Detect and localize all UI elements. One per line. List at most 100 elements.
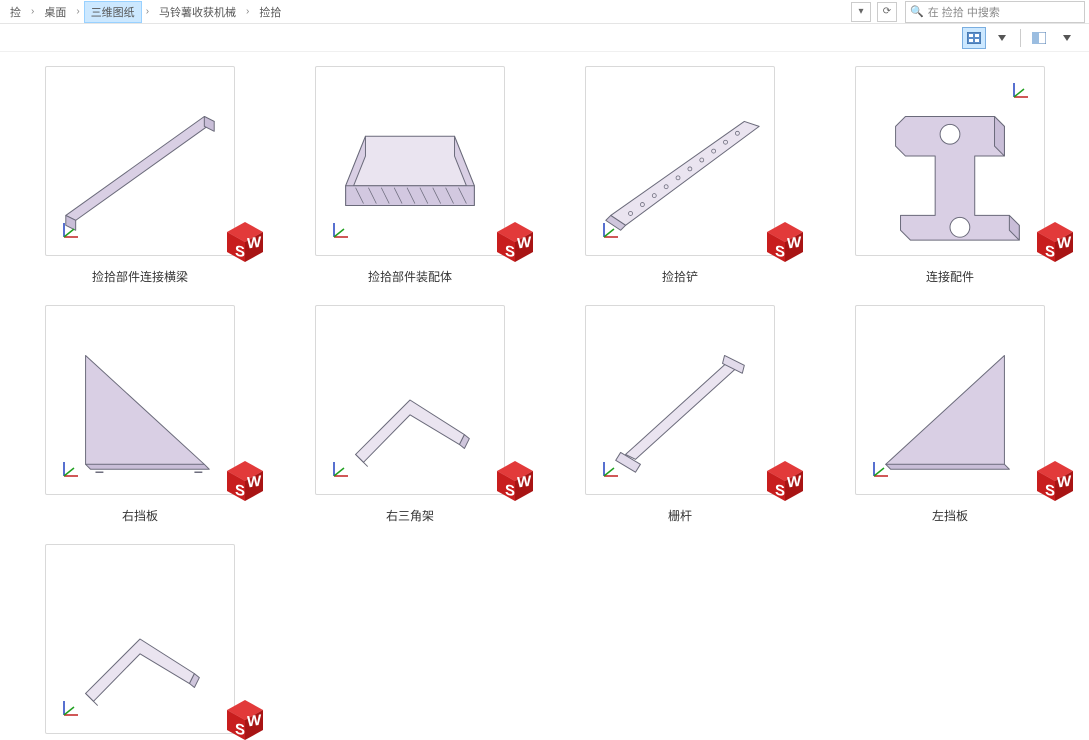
axes-icon: [330, 221, 350, 241]
svg-text:S: S: [235, 482, 245, 500]
solidworks-badge: S W: [1033, 459, 1077, 503]
axes-icon: [600, 221, 620, 241]
breadcrumb-segment[interactable]: 三维图纸: [84, 1, 142, 23]
search-input[interactable]: 🔍 在 捡拾 中搜索: [905, 1, 1085, 23]
file-item[interactable]: S W 捡拾部件连接横梁: [10, 66, 270, 285]
solidworks-badge-icon: S W: [493, 459, 537, 503]
solidworks-badge: S W: [223, 220, 267, 264]
svg-text:S: S: [235, 721, 245, 739]
file-thumbnail[interactable]: [585, 305, 775, 495]
axes-icon: [330, 460, 350, 480]
svg-text:W: W: [787, 234, 802, 253]
file-item[interactable]: S W 连接配件: [820, 66, 1080, 285]
axes-indicator: [60, 221, 80, 241]
axes-icon: [60, 699, 80, 719]
axes-indicator: [60, 699, 80, 719]
file-name-label: 捡拾铲: [662, 268, 698, 285]
axes-icon: [60, 460, 80, 480]
toolbar-divider: [1020, 29, 1021, 47]
svg-text:W: W: [1057, 473, 1072, 492]
file-thumbnail[interactable]: [45, 544, 235, 734]
axes-indicator: [870, 460, 890, 480]
breadcrumb[interactable]: 捡 › 桌面 › 三维图纸 › 马铃薯收获机械 › 捡拾: [4, 1, 843, 23]
chevron-down-icon: [1063, 35, 1071, 41]
view-details-button[interactable]: [1027, 27, 1051, 49]
dropdown-button[interactable]: ▾: [851, 2, 871, 22]
solidworks-badge-icon: S W: [223, 459, 267, 503]
file-item[interactable]: S W 右三角架: [280, 305, 540, 524]
breadcrumb-separator: ›: [146, 6, 149, 17]
file-thumbnail[interactable]: [585, 66, 775, 256]
chevron-down-icon: [998, 35, 1006, 41]
solidworks-badge-icon: S W: [223, 698, 267, 740]
file-name-label: 栅杆: [668, 507, 692, 524]
view-dropdown-2-button[interactable]: [1055, 27, 1079, 49]
view-thumbnails-button[interactable]: [962, 27, 986, 49]
file-item[interactable]: S W 捡拾铲: [550, 66, 810, 285]
axes-indicator: [600, 460, 620, 480]
file-thumbnail[interactable]: [855, 305, 1045, 495]
solidworks-badge: S W: [223, 698, 267, 740]
file-name-label: 连接配件: [926, 268, 974, 285]
file-item[interactable]: S W 栅杆: [550, 305, 810, 524]
solidworks-badge: S W: [1033, 220, 1077, 264]
file-item[interactable]: S W 左挡板: [820, 305, 1080, 524]
file-thumbnail[interactable]: [45, 305, 235, 495]
details-pane-icon: [1032, 32, 1046, 44]
thumbnails-icon: [967, 32, 981, 44]
svg-text:S: S: [775, 482, 785, 500]
axes-indicator: [60, 460, 80, 480]
file-name-label: 捡拾部件连接横梁: [92, 268, 188, 285]
breadcrumb-segment[interactable]: 马铃薯收获机械: [153, 2, 242, 22]
svg-text:W: W: [517, 234, 532, 253]
solidworks-badge: S W: [493, 459, 537, 503]
svg-text:W: W: [247, 473, 262, 492]
solidworks-badge-icon: S W: [763, 459, 807, 503]
file-name-label: 右挡板: [122, 507, 158, 524]
breadcrumb-separator: ›: [31, 6, 34, 17]
breadcrumb-segment[interactable]: 捡: [4, 2, 27, 22]
svg-text:W: W: [247, 712, 262, 731]
solidworks-badge: S W: [223, 459, 267, 503]
breadcrumb-segment[interactable]: 桌面: [38, 2, 72, 22]
svg-text:S: S: [775, 243, 785, 261]
axes-indicator: [330, 460, 350, 480]
file-thumbnail[interactable]: [45, 66, 235, 256]
svg-text:W: W: [1057, 234, 1072, 253]
file-item[interactable]: S W 左三角架: [10, 544, 270, 740]
file-list: S W 捡拾部件连接横梁 S W 捡拾部件装配体 S: [0, 52, 1089, 740]
address-bar: 捡 › 桌面 › 三维图纸 › 马铃薯收获机械 › 捡拾 ▾ ⟳ 🔍 在 捡拾 中搜索: [0, 0, 1089, 24]
solidworks-badge-icon: S W: [1033, 459, 1077, 503]
svg-text:W: W: [517, 473, 532, 492]
file-name-label: 捡拾部件装配体: [368, 268, 452, 285]
search-icon: 🔍: [910, 5, 924, 18]
axes-icon: [1010, 81, 1030, 101]
breadcrumb-separator: ›: [76, 6, 79, 17]
axes-indicator: [330, 221, 350, 241]
svg-text:W: W: [787, 473, 802, 492]
svg-text:S: S: [1045, 482, 1055, 500]
file-thumbnail[interactable]: [315, 66, 505, 256]
solidworks-badge: S W: [763, 459, 807, 503]
solidworks-badge-icon: S W: [493, 220, 537, 264]
axes-indicator: [600, 221, 620, 241]
file-item[interactable]: S W 右挡板: [10, 305, 270, 524]
view-dropdown-button[interactable]: [990, 27, 1014, 49]
breadcrumb-separator: ›: [246, 6, 249, 17]
axes-icon: [60, 221, 80, 241]
view-toolbar: [0, 24, 1089, 52]
search-placeholder: 在 捡拾 中搜索: [928, 4, 1000, 20]
file-name-label: 右三角架: [386, 507, 434, 524]
axes-icon: [600, 460, 620, 480]
file-item[interactable]: S W 捡拾部件装配体: [280, 66, 540, 285]
file-thumbnail[interactable]: [315, 305, 505, 495]
solidworks-badge-icon: S W: [223, 220, 267, 264]
file-thumbnail[interactable]: [855, 66, 1045, 256]
solidworks-badge: S W: [493, 220, 537, 264]
svg-text:W: W: [247, 234, 262, 253]
breadcrumb-segment[interactable]: 捡拾: [253, 2, 287, 22]
refresh-button[interactable]: ⟳: [877, 2, 897, 22]
solidworks-badge-icon: S W: [763, 220, 807, 264]
solidworks-badge: S W: [763, 220, 807, 264]
solidworks-badge-icon: S W: [1033, 220, 1077, 264]
